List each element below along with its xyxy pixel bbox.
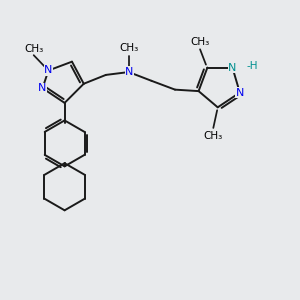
Text: N: N [228, 63, 237, 73]
Text: N: N [125, 67, 134, 77]
Text: CH₃: CH₃ [190, 37, 210, 47]
Text: CH₃: CH₃ [204, 131, 223, 141]
Text: N: N [38, 83, 47, 93]
Text: N: N [236, 88, 244, 98]
Text: CH₃: CH₃ [120, 44, 139, 53]
Text: -H: -H [247, 61, 258, 71]
Text: CH₃: CH₃ [24, 44, 43, 54]
Text: N: N [44, 65, 52, 76]
